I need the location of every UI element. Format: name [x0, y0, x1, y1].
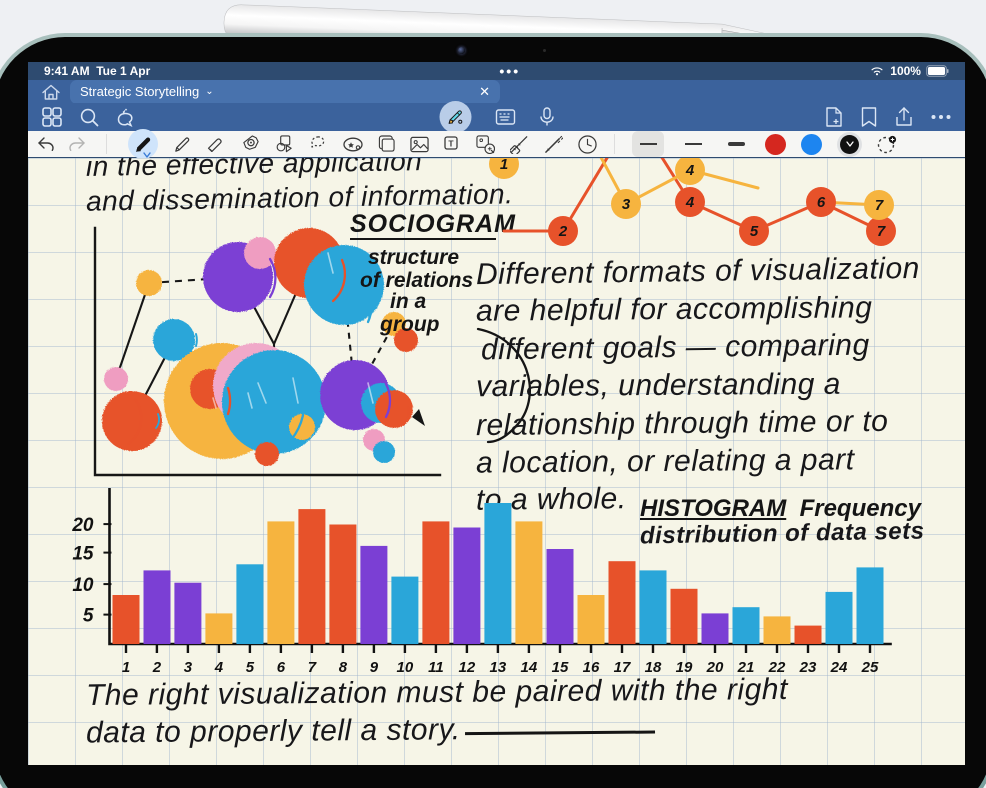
- svg-text:2: 2: [558, 223, 568, 240]
- svg-text:14: 14: [521, 659, 538, 676]
- svg-text:5: 5: [83, 606, 94, 627]
- svg-text:15: 15: [552, 659, 569, 676]
- svg-text:20: 20: [706, 659, 724, 676]
- svg-text:1: 1: [500, 158, 508, 173]
- svg-text:12: 12: [459, 659, 476, 676]
- svg-text:8: 8: [339, 659, 348, 676]
- svg-text:15: 15: [72, 544, 94, 565]
- svg-text:2: 2: [152, 659, 162, 676]
- svg-text:17: 17: [614, 659, 631, 676]
- svg-text:5: 5: [246, 659, 255, 676]
- svg-text:4: 4: [685, 162, 695, 179]
- svg-text:of relations: of relations: [360, 269, 473, 292]
- svg-text:T: T: [448, 138, 454, 148]
- svg-text:20: 20: [71, 515, 94, 536]
- svg-text:23: 23: [799, 659, 817, 676]
- svg-text:9: 9: [370, 659, 379, 676]
- svg-text:18: 18: [645, 659, 662, 676]
- svg-text:22: 22: [768, 659, 786, 676]
- svg-text:7: 7: [875, 197, 884, 214]
- svg-text:1: 1: [122, 659, 130, 676]
- svg-text:13: 13: [490, 659, 507, 676]
- svg-text:7: 7: [308, 659, 317, 676]
- svg-text:25: 25: [861, 659, 879, 676]
- svg-text:group: group: [379, 313, 440, 336]
- svg-text:10: 10: [397, 659, 414, 676]
- svg-text:10: 10: [72, 575, 94, 596]
- svg-text:5: 5: [750, 223, 759, 240]
- svg-text:11: 11: [428, 659, 444, 676]
- svg-text:24: 24: [830, 659, 848, 676]
- svg-text:4: 4: [214, 659, 224, 676]
- svg-text:6: 6: [817, 194, 826, 211]
- svg-text:3: 3: [184, 659, 193, 676]
- svg-text:16: 16: [583, 659, 600, 676]
- svg-text:4: 4: [685, 194, 695, 211]
- svg-text:7: 7: [877, 223, 886, 240]
- svg-text:19: 19: [676, 659, 693, 676]
- svg-text:21: 21: [737, 659, 755, 676]
- svg-text:3: 3: [622, 196, 631, 213]
- svg-text:in a: in a: [390, 290, 426, 313]
- svg-text:6: 6: [277, 659, 286, 676]
- svg-text:structure: structure: [368, 246, 459, 269]
